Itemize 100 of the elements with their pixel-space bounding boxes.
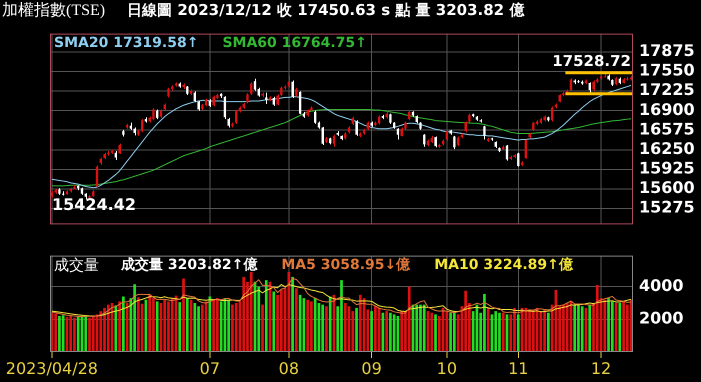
bar [434, 314, 437, 352]
candlestick [550, 106, 554, 122]
bar [494, 311, 498, 352]
bar [66, 316, 68, 352]
bar [280, 290, 283, 352]
bar [268, 282, 272, 352]
candlestick [212, 95, 215, 107]
bar [385, 311, 388, 352]
text: SMA60 16764.75↑ [222, 35, 367, 52]
candlestick [464, 120, 467, 133]
candlestick [408, 110, 410, 121]
bar [152, 298, 155, 352]
candlestick [378, 114, 380, 125]
candlestick [453, 135, 456, 150]
candlestick [446, 129, 448, 142]
bar [103, 308, 106, 352]
bar [618, 302, 622, 352]
candlestick [224, 96, 226, 120]
bar [314, 298, 317, 352]
x-tick-label: 07 [200, 358, 220, 378]
candlestick [588, 82, 591, 94]
x-tick-label: 08 [278, 358, 300, 378]
bar [234, 302, 238, 352]
bar [174, 296, 178, 352]
bar [340, 280, 343, 352]
bar [622, 301, 625, 352]
candlestick [235, 110, 238, 124]
bar [167, 301, 170, 352]
bar [321, 304, 324, 352]
candlestick [118, 143, 121, 154]
bar [310, 301, 313, 352]
bar [516, 314, 520, 352]
candlestick [265, 92, 268, 105]
bar [54, 314, 57, 352]
bar [295, 288, 298, 352]
bar [584, 308, 588, 352]
x-tick-label: 11 [508, 358, 528, 378]
candlestick [517, 152, 520, 168]
bar [88, 318, 91, 352]
candlestick [423, 134, 426, 148]
candlestick [288, 74, 290, 88]
candlestick [114, 150, 117, 160]
bar [193, 302, 196, 352]
bar [73, 318, 76, 352]
bar [224, 298, 226, 352]
candlestick [532, 122, 534, 132]
bar [513, 308, 516, 352]
series-label: 成交量 3203.82↑億 [120, 256, 258, 274]
ref-line-label: 17528.72 [552, 52, 631, 70]
text: MA10 3224.89↑億 [434, 256, 574, 274]
y-tick-label: 16575 [639, 119, 695, 138]
bar [348, 306, 350, 352]
bar [536, 308, 538, 352]
bar [362, 298, 366, 352]
y-tick-label: 16900 [639, 100, 695, 119]
bar [389, 312, 392, 352]
bar [182, 278, 185, 352]
bar [498, 312, 501, 352]
bar [412, 304, 414, 352]
bar [62, 315, 65, 352]
series-label: MA5 3058.95↓億 [281, 256, 412, 274]
bar [178, 302, 182, 352]
candlestick [227, 117, 230, 128]
y-axis-title: 成交量 [54, 256, 99, 274]
candlestick [298, 90, 302, 115]
bar [200, 304, 204, 352]
bar [272, 292, 276, 352]
bar [69, 316, 72, 352]
bar [570, 301, 572, 352]
candlestick [272, 96, 275, 106]
bar [306, 300, 310, 352]
bar [562, 304, 565, 352]
y-tick-label: 4000 [639, 276, 684, 295]
bar [204, 301, 208, 352]
bar [344, 302, 347, 352]
y-tick-label: 15275 [639, 198, 695, 217]
x-tick-label: 09 [361, 358, 382, 378]
bar [110, 302, 114, 352]
bar [610, 301, 614, 352]
bar [355, 308, 358, 352]
bar [520, 308, 524, 352]
bar [231, 304, 234, 352]
candlestick [291, 80, 294, 99]
bar [298, 294, 302, 352]
candlestick [389, 113, 392, 124]
bar [370, 311, 373, 352]
chart-subtitle: 日線圖 2023/12/12 收 17450.63 s 點 量 3203.82 億 [127, 1, 524, 19]
bar [156, 301, 159, 352]
bar [160, 302, 162, 352]
bar [302, 298, 306, 352]
bar [190, 300, 192, 352]
candlestick [524, 139, 527, 160]
bar [291, 276, 294, 352]
text: SMA20 17319.58↑ [54, 35, 198, 52]
bar [374, 306, 377, 352]
y-tick-label: 17225 [639, 80, 695, 100]
bar [163, 300, 166, 352]
bar [506, 314, 508, 352]
bar [220, 301, 222, 352]
bar [528, 311, 531, 352]
